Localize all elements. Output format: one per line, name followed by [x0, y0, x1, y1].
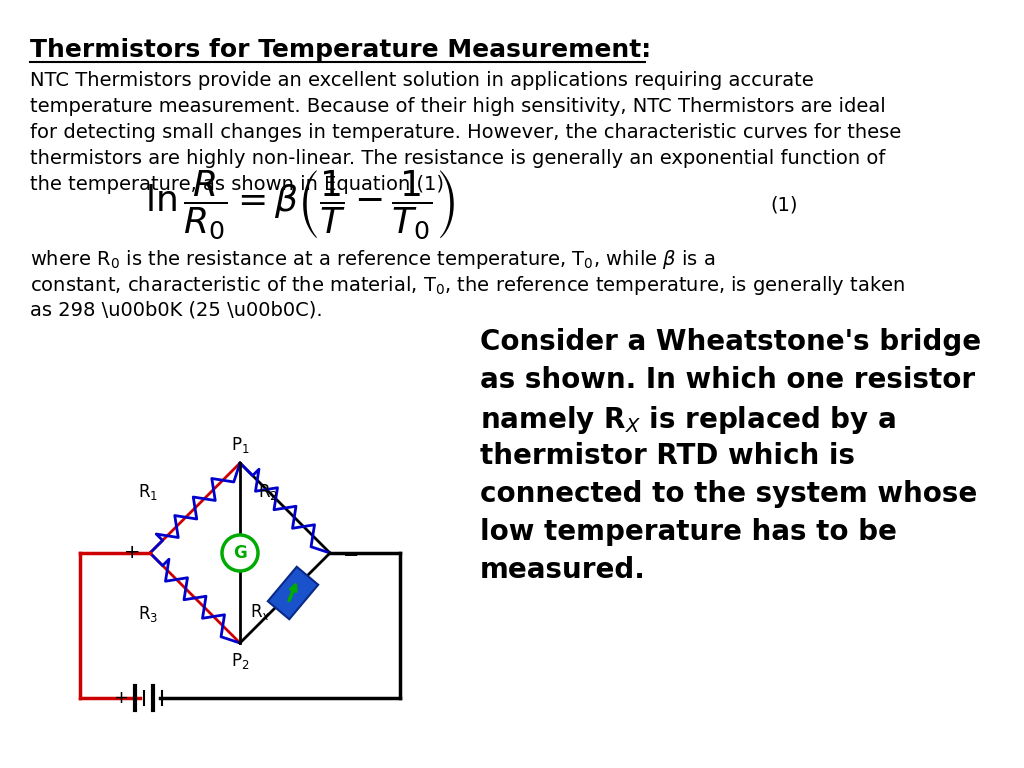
Text: G: G — [233, 544, 247, 562]
Text: +: + — [124, 544, 140, 562]
Circle shape — [222, 535, 258, 571]
Text: P$_2$: P$_2$ — [230, 651, 249, 671]
Text: $\ln\dfrac{R}{R_0} = \beta\left(\dfrac{1}{T} - \dfrac{1}{T_0}\right)$: $\ln\dfrac{R}{R_0} = \beta\left(\dfrac{1… — [145, 169, 455, 241]
Text: R$_3$: R$_3$ — [138, 604, 158, 624]
Text: R$_2$: R$_2$ — [258, 482, 278, 502]
Text: for detecting small changes in temperature. However, the characteristic curves f: for detecting small changes in temperatu… — [30, 123, 901, 142]
Text: $-$: $-$ — [169, 689, 184, 707]
Text: NTC Thermistors provide an excellent solution in applications requiring accurate: NTC Thermistors provide an excellent sol… — [30, 71, 814, 90]
Text: the temperature, as shown in Equation (1): the temperature, as shown in Equation (1… — [30, 175, 444, 194]
Text: temperature measurement. Because of their high sensitivity, NTC Thermistors are : temperature measurement. Because of thei… — [30, 97, 886, 116]
Text: as 298 \u00b0K (25 \u00b0C).: as 298 \u00b0K (25 \u00b0C). — [30, 300, 323, 319]
Text: measured.: measured. — [480, 556, 646, 584]
Text: P$_1$: P$_1$ — [230, 435, 249, 455]
Text: thermistors are highly non-linear. The resistance is generally an exponential fu: thermistors are highly non-linear. The r… — [30, 149, 886, 168]
Text: as shown. In which one resistor: as shown. In which one resistor — [480, 366, 975, 394]
Text: where R$_0$ is the resistance at a reference temperature, T$_0$, while $\beta$ i: where R$_0$ is the resistance at a refer… — [30, 248, 716, 271]
Text: Thermistors for Temperature Measurement:: Thermistors for Temperature Measurement: — [30, 38, 651, 62]
Text: low temperature has to be: low temperature has to be — [480, 518, 897, 546]
Text: constant, characteristic of the material, T$_0$, the reference temperature, is g: constant, characteristic of the material… — [30, 274, 905, 297]
Text: namely R$_X$ is replaced by a: namely R$_X$ is replaced by a — [480, 404, 896, 436]
Text: (1): (1) — [770, 196, 798, 214]
Text: R$_1$: R$_1$ — [138, 482, 158, 502]
Text: R$_x$: R$_x$ — [250, 602, 270, 622]
Text: connected to the system whose: connected to the system whose — [480, 480, 977, 508]
Text: Consider a Wheatstone's bridge: Consider a Wheatstone's bridge — [480, 328, 981, 356]
Text: +: + — [114, 689, 128, 707]
Polygon shape — [268, 567, 318, 619]
Text: $-$: $-$ — [342, 544, 358, 562]
Text: thermistor RTD which is: thermistor RTD which is — [480, 442, 855, 470]
